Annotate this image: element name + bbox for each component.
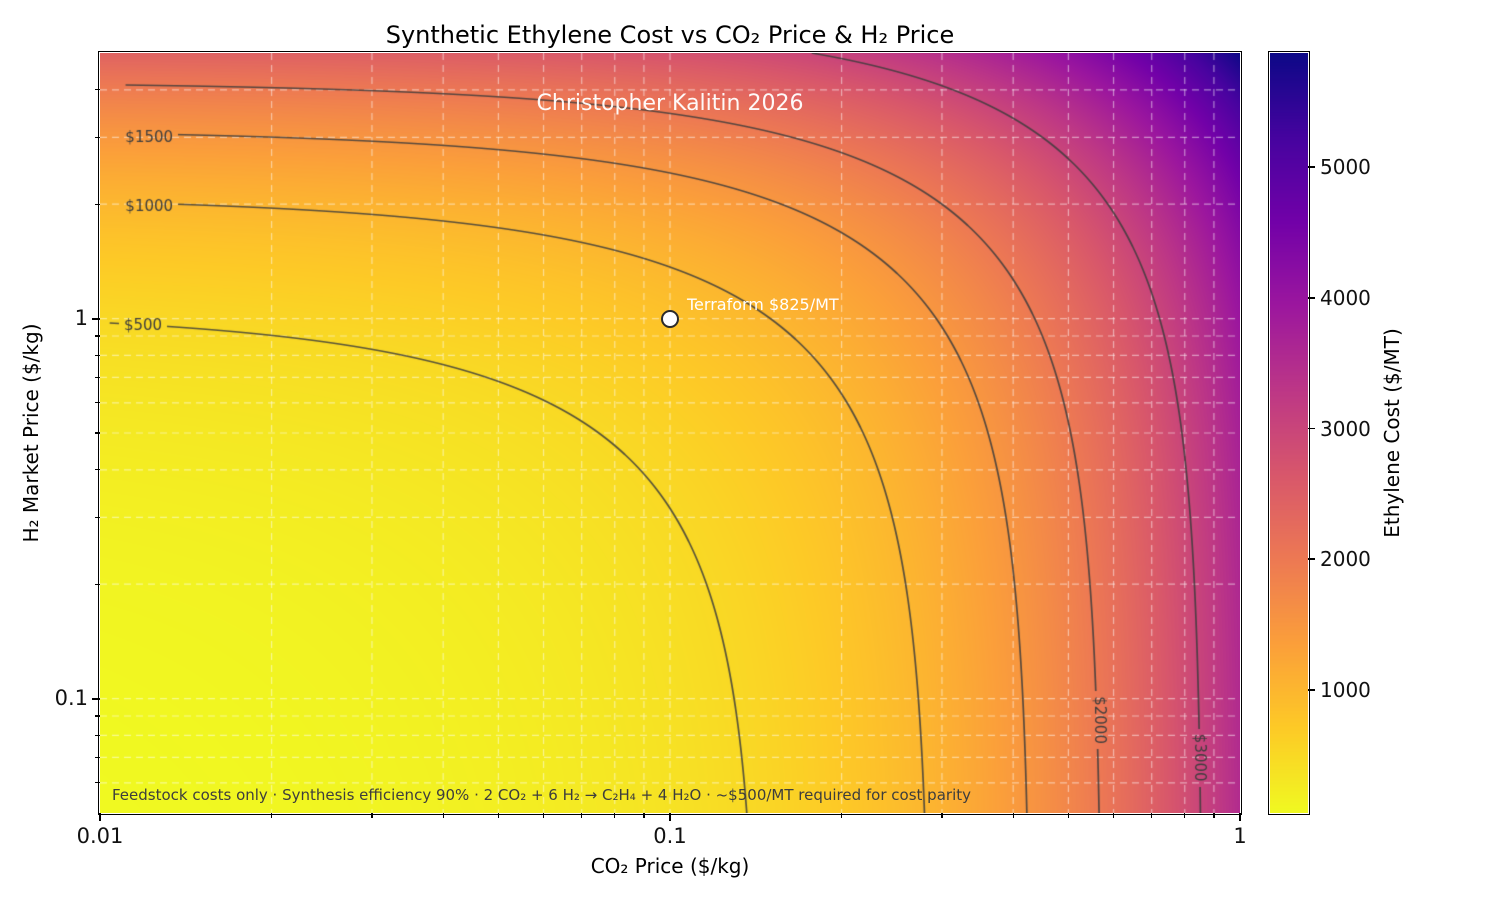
y-minor-tick (95, 354, 100, 357)
y-tick-label: 1 (74, 305, 88, 330)
footnote-text: Feedstock costs only · Synthesis efficie… (112, 786, 971, 804)
x-minor-tick (497, 813, 499, 818)
y-minor-tick (95, 432, 100, 434)
heatmap-canvas (100, 53, 1240, 813)
x-minor-tick (442, 813, 444, 818)
y-axis-label: H₂ Market Price ($/kg) (19, 323, 43, 543)
colorbar-tick-label: 4000 (1320, 285, 1371, 310)
colorbar-tick-label: 1000 (1320, 677, 1371, 702)
y-minor-tick (95, 516, 100, 518)
x-minor-tick (614, 813, 616, 818)
x-minor-tick (1067, 813, 1069, 818)
y-minor-tick (95, 734, 100, 737)
x-minor-tick (581, 813, 583, 818)
terraform-marker (661, 309, 679, 328)
y-minor-tick (95, 756, 100, 759)
chart-title: Synthetic Ethylene Cost vs CO₂ Price & H… (385, 21, 955, 49)
x-minor-tick (669, 813, 671, 818)
x-minor-tick (542, 813, 545, 818)
colorbar-tick-label: 5000 (1320, 155, 1371, 180)
colorbar-tick-label: 3000 (1320, 416, 1371, 441)
y-minor-tick (95, 402, 100, 404)
x-minor-tick (1012, 813, 1014, 818)
terraform-point-label: Terraform $825/MT (687, 294, 839, 314)
x-tick-label: 0.1 (653, 824, 687, 848)
x-minor-tick (941, 813, 943, 818)
y-minor-tick (95, 376, 100, 379)
x-axis-label: CO₂ Price ($/kg) (590, 854, 750, 878)
y-minor-tick (95, 335, 100, 337)
y-minor-tick (95, 136, 100, 138)
x-minor-tick (840, 813, 843, 818)
x-minor-tick (1151, 813, 1153, 818)
colorbar-tick (1308, 427, 1315, 430)
x-minor-tick (1184, 813, 1186, 818)
colorbar-tick (1308, 296, 1315, 299)
y-minor-tick (95, 583, 100, 585)
x-minor-tick (270, 813, 273, 818)
y-minor-tick (95, 469, 100, 471)
y-minor-tick (95, 782, 100, 784)
y-minor-tick (95, 715, 100, 717)
colorbar-tick-label: 2000 (1320, 547, 1371, 572)
x-tick-label: 0.01 (76, 824, 124, 848)
x-major-tick (99, 813, 101, 821)
x-minor-tick (371, 813, 373, 818)
colorbar-tick (1308, 689, 1315, 691)
y-minor-tick (95, 89, 100, 91)
y-minor-tick (95, 318, 100, 320)
y-tick-label: 0.1 (54, 685, 88, 710)
colorbar-tick (1308, 558, 1315, 561)
colorbar-label: Ethylene Cost ($/MT) (1380, 328, 1404, 538)
x-minor-tick (1112, 813, 1115, 818)
colorbar-canvas (1270, 53, 1308, 813)
x-minor-tick (643, 813, 645, 818)
y-minor-tick (95, 698, 100, 700)
x-minor-tick (1213, 813, 1215, 818)
colorbar-border (1268, 51, 1310, 815)
y-minor-tick (95, 203, 100, 205)
colorbar-tick (1308, 166, 1315, 168)
x-tick-label: 1 (1233, 824, 1247, 848)
x-major-tick (1239, 813, 1241, 821)
watermark-text: Christopher Kalitin 2026 (536, 91, 804, 116)
